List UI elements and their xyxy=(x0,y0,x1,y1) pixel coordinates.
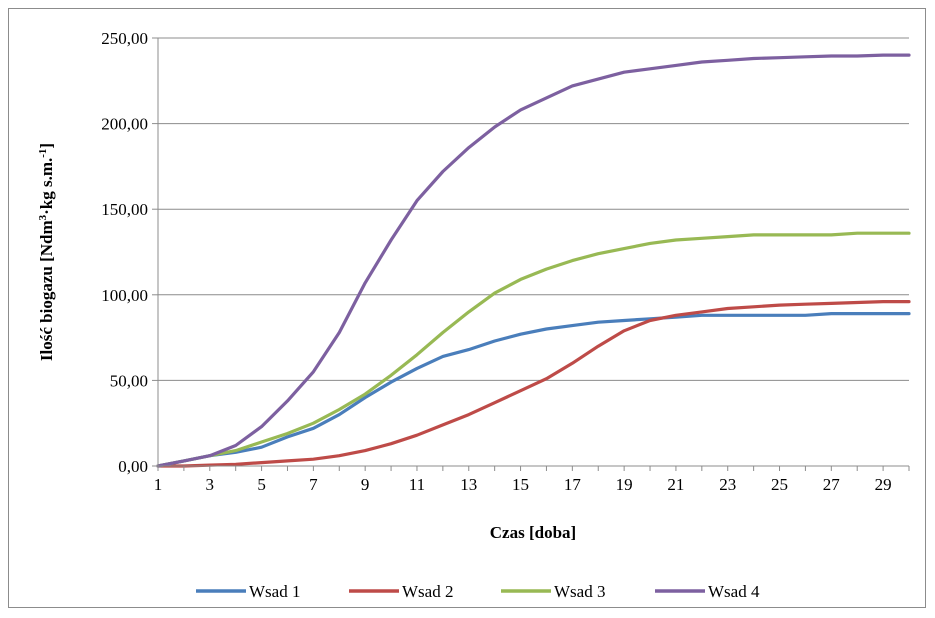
x-tick-label-11: 23 xyxy=(719,475,736,494)
x-tick-label-14: 29 xyxy=(875,475,892,494)
x-tick-label-7: 15 xyxy=(512,475,529,494)
series-line-wsad-4 xyxy=(156,53,911,468)
series-line-wsad-2 xyxy=(156,300,911,468)
x-tick-label-0: 1 xyxy=(154,475,163,494)
x-tick-label-3: 7 xyxy=(309,475,318,494)
series-line-wsad-1 xyxy=(156,312,911,468)
x-tick-label-9: 19 xyxy=(616,475,633,494)
x-tick-label-12: 25 xyxy=(771,475,788,494)
x-tick-label-10: 21 xyxy=(667,475,684,494)
x-tick-label-1: 3 xyxy=(206,475,215,494)
y-axis-title-prefix: Ilość biogazu [Ndm xyxy=(37,220,56,361)
x-tick-label-6: 13 xyxy=(460,475,477,494)
y-tick-label-2: 100,00 xyxy=(101,286,148,305)
y-tick-labels: 0,00 50,00 100,00 150,00 200,00 250,00 xyxy=(101,29,148,476)
axes xyxy=(152,37,910,471)
y-tick-label-1: 50,00 xyxy=(110,371,148,390)
y-tick-label-3: 150,00 xyxy=(101,200,148,219)
y-axis-title: Ilość biogazu [Ndm3·kg s.m.-1] xyxy=(37,143,56,361)
legend: Wsad 1 Wsad 2 Wsad 3 Wsad 4 xyxy=(196,582,760,601)
series-line-wsad-3 xyxy=(156,231,911,468)
legend-label-wsad-4: Wsad 4 xyxy=(708,582,760,601)
chart-frame xyxy=(8,8,926,608)
x-tick-labels: 1 3 5 7 9 11 13 15 17 19 21 23 25 27 29 xyxy=(154,475,892,494)
x-tick-label-2: 5 xyxy=(257,475,266,494)
y-tick-label-0: 0,00 xyxy=(118,457,148,476)
y-axis-title-suffix: ] xyxy=(37,143,56,149)
y-axis-title-mid: ·kg s.m. xyxy=(37,158,56,215)
y-axis-title-sup1: 3 xyxy=(37,214,49,220)
gridlines xyxy=(158,37,909,381)
x-tick-label-13: 27 xyxy=(823,475,841,494)
x-axis-title: Czas [doba] xyxy=(490,523,576,542)
y-axis-title-sup2: -1 xyxy=(37,149,49,158)
y-tick-label-4: 200,00 xyxy=(101,115,148,134)
legend-label-wsad-3: Wsad 3 xyxy=(554,582,605,601)
x-tick-label-8: 17 xyxy=(564,475,582,494)
x-tick-label-4: 9 xyxy=(361,475,370,494)
legend-label-wsad-2: Wsad 2 xyxy=(402,582,453,601)
x-tick-label-5: 11 xyxy=(409,475,425,494)
series-lines xyxy=(156,53,911,468)
y-tick-label-5: 250,00 xyxy=(101,29,148,48)
legend-label-wsad-1: Wsad 1 xyxy=(249,582,300,601)
